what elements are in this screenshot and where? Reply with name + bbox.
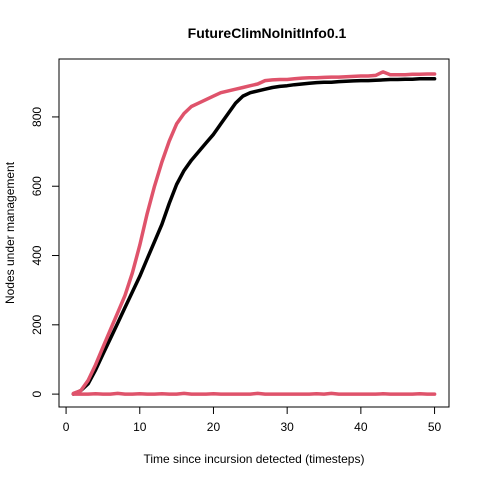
x-axis-label: Time since incursion detected (timesteps… (144, 452, 365, 466)
series-line-3 (71, 391, 437, 396)
y-axis: 0 200 400 600 800 (30, 107, 59, 397)
y-axis-label: Nodes under management (3, 161, 17, 304)
y-tick-label: 800 (30, 107, 44, 127)
y-tick-label: 200 (30, 314, 44, 334)
series-line-2 (71, 70, 437, 396)
x-tick-label: 0 (63, 420, 70, 434)
y-tick-label: 600 (30, 176, 44, 196)
x-tick-label: 20 (207, 420, 221, 434)
x-tick-label: 50 (428, 420, 442, 434)
chart-title: FutureClimNoInitInfo0.1 (188, 25, 347, 41)
x-tick-label: 10 (133, 420, 147, 434)
y-tick-label: 400 (30, 245, 44, 265)
series-layer (71, 70, 437, 396)
y-tick-label: 0 (30, 390, 44, 397)
x-tick-label: 40 (354, 420, 368, 434)
plot-frame (58, 58, 450, 408)
x-axis: 0 10 20 30 40 50 (63, 407, 442, 434)
x-tick-label: 30 (280, 420, 294, 434)
series-line-1 (71, 77, 437, 396)
